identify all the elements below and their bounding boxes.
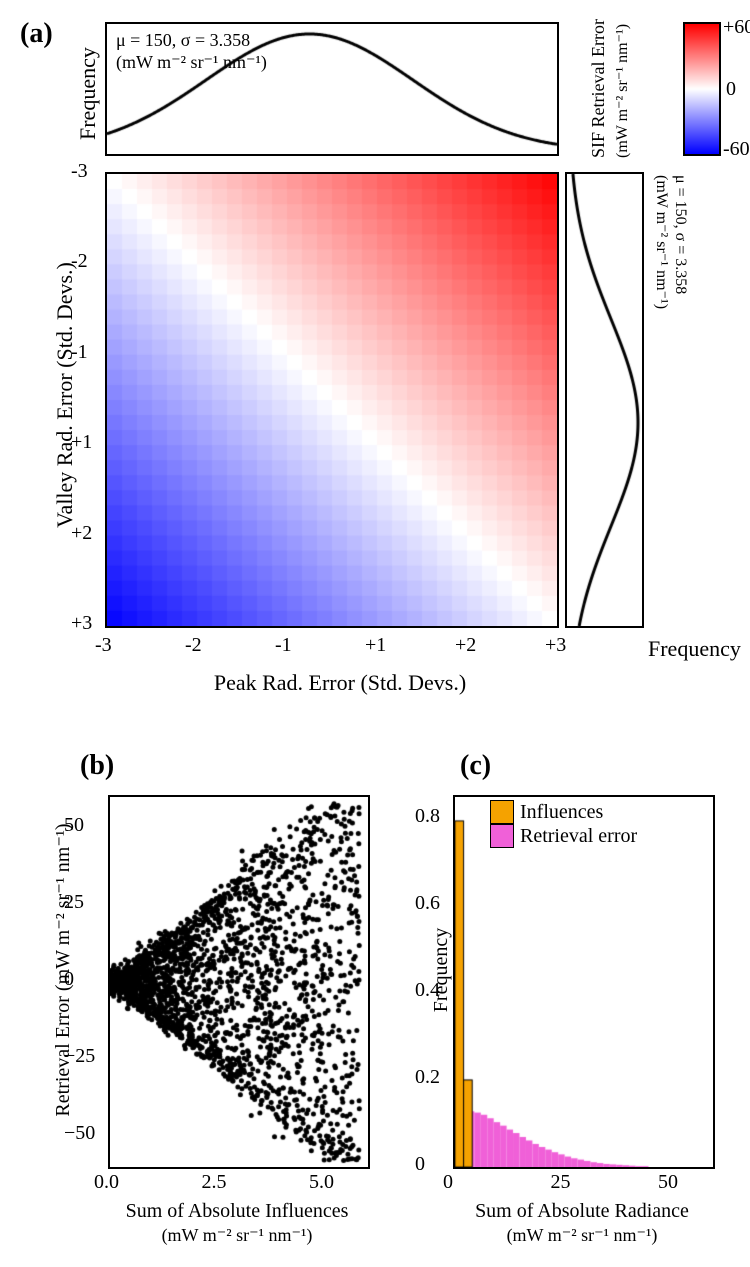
panel-c-xunits: (mW m⁻² sr⁻¹ nm⁻¹) <box>453 1225 711 1246</box>
panel-a-ylabel: Valley Rad. Error (Std. Devs.) <box>52 235 78 555</box>
heatmap-ytick: +3 <box>71 612 92 635</box>
legend-swatch-influences <box>490 800 514 824</box>
b-ytick: 25 <box>64 891 84 914</box>
legend-item-retrieval: Retrieval error <box>490 824 637 848</box>
figure-root: (a) μ = 150, σ = 3.358 (mW m⁻² sr⁻¹ nm⁻¹… <box>0 0 750 1267</box>
legend-label-influences: Influences <box>520 801 603 824</box>
panel-c-histogram <box>453 795 715 1169</box>
c-ytick: 0.8 <box>415 805 440 828</box>
c-xtick: 50 <box>658 1171 678 1194</box>
b-ytick: 50 <box>64 814 84 837</box>
legend-label-retrieval: Retrieval error <box>520 825 637 848</box>
panel-b-label: (b) <box>80 750 114 782</box>
top-note-line2: (mW m⁻² sr⁻¹ nm⁻¹) <box>116 52 267 72</box>
heatmap-ytick: +2 <box>71 522 92 545</box>
b-ytick: −25 <box>64 1045 95 1068</box>
heatmap-xtick: -2 <box>185 634 202 657</box>
right-note-line1: μ = 150, σ = 3.358 <box>672 175 689 294</box>
panel-c-ylabel: Frequency <box>430 910 453 1030</box>
top-note-line1: μ = 150, σ = 3.358 <box>116 30 250 50</box>
panel-c-xlabel: Sum of Absolute Radiance <box>453 1200 711 1223</box>
panel-b-xunits: (mW m⁻² sr⁻¹ nm⁻¹) <box>108 1225 366 1246</box>
cbar-min: -60 <box>723 138 750 161</box>
panel-c-legend: Influences Retrieval error <box>490 800 637 848</box>
panel-c-label: (c) <box>460 750 491 782</box>
panel-b-xlabel: Sum of Absolute Influences <box>108 1200 366 1223</box>
legend-item-influences: Influences <box>490 800 637 824</box>
panel-a-xlabel: Peak Rad. Error (Std. Devs.) <box>200 670 480 696</box>
panel-a-right-note: μ = 150, σ = 3.358 (mW m⁻² sr⁻¹ nm⁻¹) <box>652 175 690 455</box>
c-ytick: 0 <box>415 1153 425 1176</box>
panel-a-colorbar <box>683 22 721 156</box>
heatmap-ytick: -2 <box>71 250 88 273</box>
cbar-label2: (mW m⁻² sr⁻¹ nm⁻¹) <box>612 24 632 158</box>
c-ytick: 0.6 <box>415 892 440 915</box>
panel-a-top-ylabel: Frequency <box>75 47 101 140</box>
legend-swatch-retrieval <box>490 824 514 848</box>
panel-a-label: (a) <box>20 18 53 50</box>
panel-a-right-xlabel: Frequency <box>648 636 741 662</box>
b-ytick: 0 <box>64 968 74 991</box>
b-xtick: 2.5 <box>202 1171 227 1194</box>
b-xtick: 5.0 <box>309 1171 334 1194</box>
cbar-label1: SIF Retrieval Error <box>588 19 609 158</box>
b-ytick: −50 <box>64 1122 95 1145</box>
c-xtick: 25 <box>551 1171 571 1194</box>
heatmap-ytick: -3 <box>71 160 88 183</box>
heatmap-xtick: +2 <box>455 634 476 657</box>
panel-a-top-note: μ = 150, σ = 3.358 (mW m⁻² sr⁻¹ nm⁻¹) <box>116 30 267 73</box>
c-ytick: 0.2 <box>415 1066 440 1089</box>
c-xtick: 0 <box>443 1171 453 1194</box>
heatmap-xtick: -3 <box>95 634 112 657</box>
c-ytick: 0.4 <box>415 979 440 1002</box>
heatmap-xtick: +3 <box>545 634 566 657</box>
cbar-max: +60 <box>723 16 750 39</box>
panel-a-right-histogram <box>565 172 644 628</box>
b-xtick: 0.0 <box>94 1171 119 1194</box>
heatmap-xtick: +1 <box>365 634 386 657</box>
heatmap-ytick: -1 <box>71 341 88 364</box>
cbar-zero: 0 <box>726 78 736 101</box>
panel-a-heatmap <box>105 172 559 628</box>
panel-b-scatter <box>108 795 370 1169</box>
heatmap-xtick: -1 <box>275 634 292 657</box>
heatmap-ytick: +1 <box>71 431 92 454</box>
right-note-line2: (mW m⁻² sr⁻¹ nm⁻¹) <box>653 175 670 309</box>
